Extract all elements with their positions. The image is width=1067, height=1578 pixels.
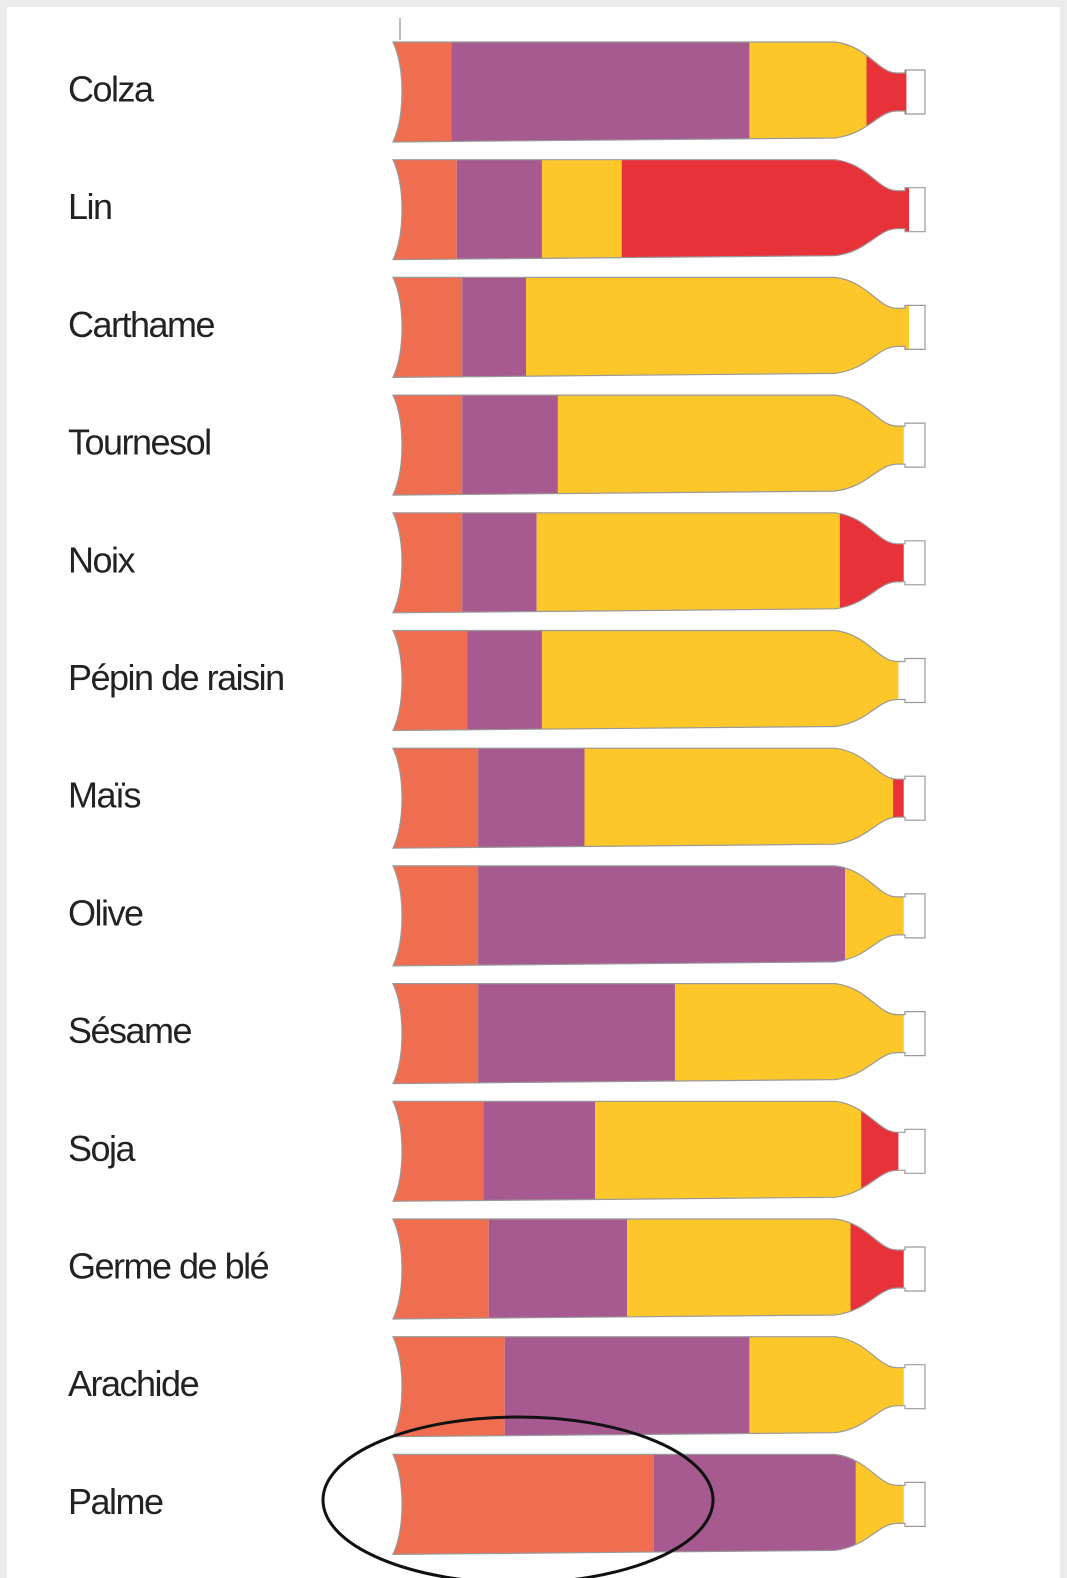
bottle <box>393 627 925 735</box>
segment <box>537 509 840 617</box>
segment <box>393 1333 505 1441</box>
category-label: Soja <box>68 1128 137 1169</box>
segment <box>393 391 462 499</box>
segment <box>526 273 909 381</box>
segment <box>393 273 462 381</box>
segment <box>478 862 845 970</box>
segment <box>452 38 750 146</box>
category-label: Pépin de raisin <box>68 657 284 698</box>
bottle <box>393 1097 925 1205</box>
segment <box>595 1097 861 1205</box>
segment <box>467 627 541 735</box>
segment <box>558 391 904 499</box>
segment <box>627 1215 850 1323</box>
segment <box>393 1450 654 1558</box>
category-label: Maïs <box>68 775 141 816</box>
category-label: Colza <box>68 69 155 110</box>
bottle <box>393 1215 925 1323</box>
segment <box>585 744 894 852</box>
category-label: Sésame <box>68 1010 192 1051</box>
segment <box>393 744 478 852</box>
category-label: Palme <box>68 1481 163 1522</box>
category-label: Olive <box>68 892 143 933</box>
segment <box>393 980 478 1088</box>
segment <box>749 38 866 146</box>
bottle <box>393 980 925 1088</box>
bottle <box>393 862 925 970</box>
bottle <box>393 1333 925 1441</box>
bottle <box>393 391 925 499</box>
segment <box>393 1215 489 1323</box>
category-label: Arachide <box>68 1363 199 1404</box>
bottle <box>393 273 925 381</box>
segment <box>462 273 526 381</box>
category-label: Carthame <box>68 304 215 345</box>
category-label: Lin <box>68 186 112 227</box>
segment <box>542 627 898 735</box>
segment <box>393 862 478 970</box>
category-label: Noix <box>68 539 136 580</box>
bottle <box>393 509 925 617</box>
segment <box>462 391 558 499</box>
segment <box>478 980 675 1088</box>
segment <box>505 1333 750 1441</box>
bottle <box>393 744 925 852</box>
bottle <box>393 38 925 146</box>
segment <box>457 156 542 264</box>
segment <box>393 509 462 617</box>
segment <box>483 1097 595 1205</box>
bottle <box>393 1450 925 1558</box>
chart: Colza Lin Carthame Tournesol Noix Pépin de ra… <box>0 0 1067 1578</box>
segment <box>393 1097 483 1205</box>
segment <box>489 1215 627 1323</box>
category-label: Tournesol <box>68 422 211 463</box>
segment <box>462 509 536 617</box>
bottle <box>393 156 925 264</box>
segment <box>393 627 467 735</box>
category-label: Germe de blé <box>68 1246 269 1287</box>
segment <box>542 156 622 264</box>
segment <box>478 744 584 852</box>
